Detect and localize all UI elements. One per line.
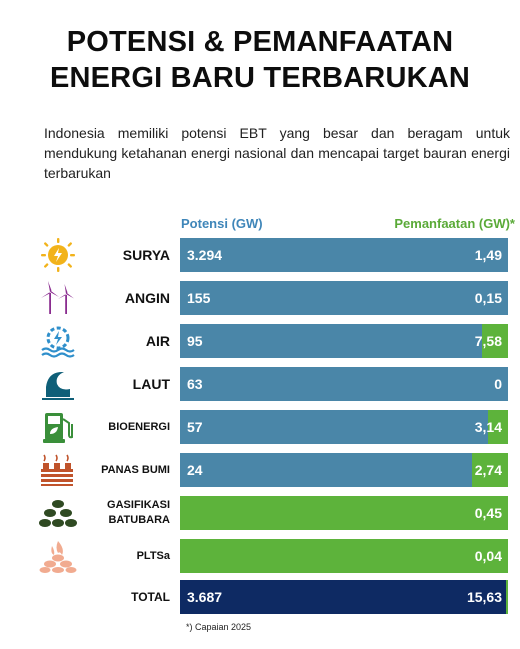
energy-bar: 57 3,14 xyxy=(180,410,508,444)
title-line-2: ENERGI BARU TERBARUKAN xyxy=(49,62,471,94)
header-pemanfaatan: Pemanfaatan (GW)* xyxy=(394,216,515,231)
coal-pile-icon xyxy=(39,500,77,527)
title-line-1: POTENSI & PEMANFAATAN xyxy=(66,26,454,58)
sun-icon xyxy=(41,238,75,272)
page-title: POTENSI & PEMANFAATAN ENERGI BARU TERBAR… xyxy=(0,24,520,96)
pemanfaatan-value: 1,49 xyxy=(474,247,502,263)
pemanfaatan-value: 7,58 xyxy=(474,333,502,349)
pemanfaatan-value: 0,04 xyxy=(474,548,502,564)
pemanfaatan-fill xyxy=(481,324,508,358)
potensi-fill xyxy=(180,410,508,444)
ocean-wave-icon xyxy=(42,371,74,400)
biofuel-pump-icon xyxy=(43,413,73,443)
potensi-value: 63 xyxy=(187,376,203,392)
pemanfaatan-fill xyxy=(488,410,508,444)
energy-label: PANAS BUMI xyxy=(101,464,170,476)
energy-bar: 0,45 xyxy=(180,496,508,530)
wind-turbine-icon xyxy=(41,281,74,314)
geothermal-icon xyxy=(41,454,73,486)
potensi-fill xyxy=(180,324,508,358)
description-text: Indonesia memiliki potensi EBT yang besa… xyxy=(44,125,510,181)
total-potensi-value: 3.687 xyxy=(187,589,223,605)
energy-label: BIOENERGI xyxy=(108,421,170,433)
energy-label: GASIFIKASI BATUBARA xyxy=(107,496,170,530)
energy-bar: 24 2,74 xyxy=(180,453,508,487)
energy-label: AIR xyxy=(145,333,170,349)
potensi-fill xyxy=(180,281,508,315)
potensi-fill xyxy=(180,238,508,272)
energy-bar: 3.294 1,49 xyxy=(180,238,508,272)
pemanfaatan-fill xyxy=(471,453,508,487)
energy-bar: 95 7,58 xyxy=(180,324,508,358)
pemanfaatan-fill xyxy=(180,496,508,530)
waste-fire-icon xyxy=(39,541,77,573)
potensi-value: 95 xyxy=(187,333,203,349)
energy-row-pltsa: PLTSa 0,04 xyxy=(0,539,520,573)
energy-label: ANGIN xyxy=(124,290,170,306)
total-fill xyxy=(180,580,508,614)
energy-label: PLTSa xyxy=(136,550,170,562)
pemanfaatan-value: 0 xyxy=(494,376,502,392)
energy-row-laut: LAUT 63 0 xyxy=(0,367,520,401)
potensi-value: 155 xyxy=(187,290,211,306)
potensi-value: 24 xyxy=(187,462,203,478)
footnote: *) Capaian 2025 xyxy=(186,622,252,632)
pemanfaatan-value: 3,14 xyxy=(474,419,502,435)
energy-row-surya: SURYA 3.294 1,49 xyxy=(0,238,520,272)
total-label: TOTAL xyxy=(131,590,170,604)
pemanfaatan-value: 0,45 xyxy=(474,505,502,521)
energy-label-line-1: GASIFIKASI xyxy=(107,499,170,511)
energy-row-angin: ANGIN 155 0,15 xyxy=(0,281,520,315)
energy-row-total: TOTAL 3.687 15,63 xyxy=(0,580,520,614)
pemanfaatan-fill xyxy=(180,539,508,573)
energy-row-panas-bumi: PANAS BUMI 24 2,74 xyxy=(0,453,520,487)
energy-row-gasifikasi-batubara: GASIFIKASI BATUBARA 0,45 xyxy=(0,496,520,530)
energy-bar: 0,04 xyxy=(180,539,508,573)
energy-row-air: AIR 95 7,58 xyxy=(0,324,520,358)
pemanfaatan-value: 2,74 xyxy=(474,462,502,478)
potensi-value: 57 xyxy=(187,419,203,435)
total-pemanfaatan-fill xyxy=(506,580,508,614)
total-bar: 3.687 15,63 xyxy=(180,580,508,614)
header-potensi: Potensi (GW) xyxy=(181,216,263,231)
energy-row-bioenergi: BIOENERGI 57 3,14 xyxy=(0,410,520,444)
energy-label: LAUT xyxy=(132,376,170,392)
energy-label: SURYA xyxy=(122,247,170,263)
energy-label-line-2: BATUBARA xyxy=(108,514,170,526)
pemanfaatan-value: 0,15 xyxy=(474,290,502,306)
potensi-fill xyxy=(180,367,508,401)
total-pemanfaatan-value: 15,63 xyxy=(466,589,502,605)
potensi-fill xyxy=(180,453,508,487)
energy-bar: 63 0 xyxy=(180,367,508,401)
potensi-value: 3.294 xyxy=(187,247,223,263)
energy-bar: 155 0,15 xyxy=(180,281,508,315)
water-gear-icon xyxy=(41,326,75,358)
